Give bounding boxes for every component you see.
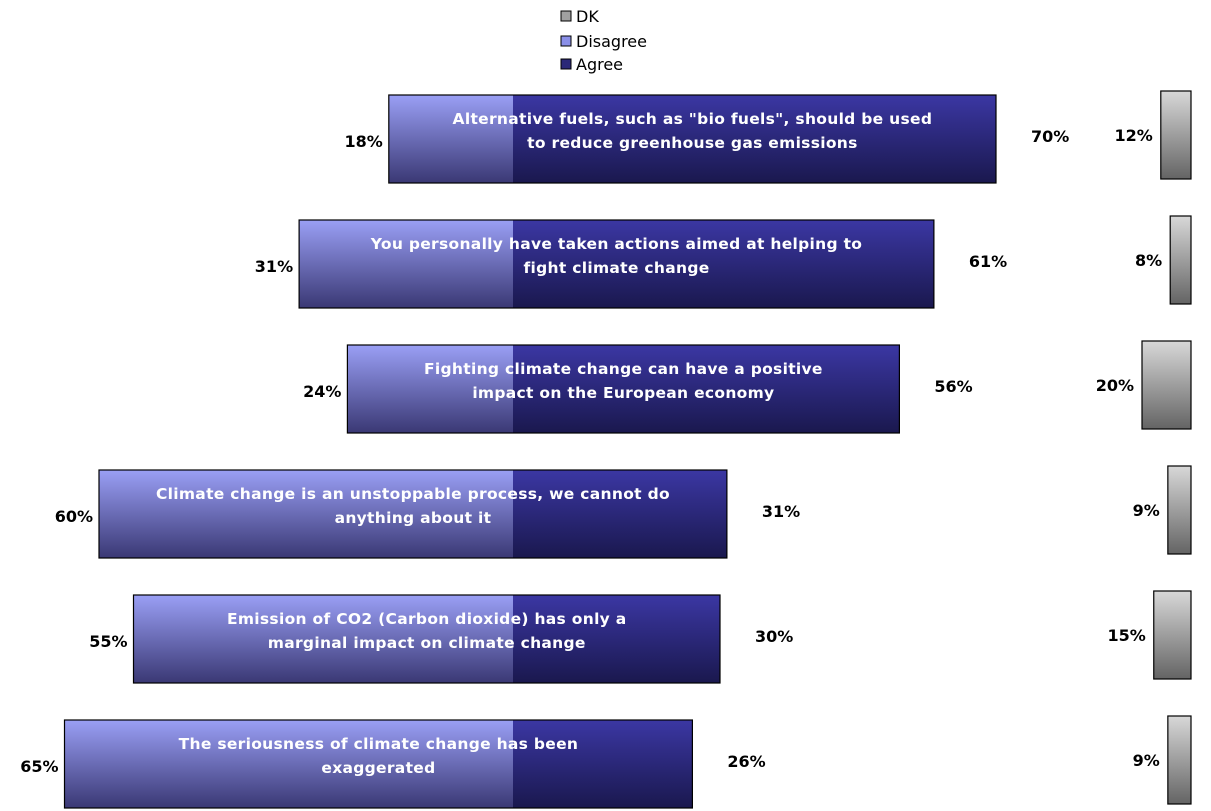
statement-label: fight climate change [523,259,709,277]
data-label-agree: 26% [727,752,765,771]
data-label-agree: 31% [762,502,800,521]
legend-swatch-dk [560,10,572,22]
data-label-disagree: 65% [20,757,58,776]
bar-disagree [299,220,513,308]
bar-outline [388,94,997,184]
bar-disagree [347,345,513,433]
bar-disagree [64,720,513,808]
data-label-agree: 70% [1031,127,1069,146]
bar-outline [63,719,694,809]
bar-outline [98,469,728,559]
bar-dk [1167,465,1192,555]
data-label-dk: 15% [1107,626,1145,645]
bar-dk [1160,90,1192,180]
statement-label: anything about it [335,509,492,527]
bar-agree [513,470,727,558]
legend-swatch-agree [560,58,572,70]
data-label-disagree: 55% [89,632,127,651]
statement-label: impact on the European economy [472,384,774,402]
bar-disagree [388,95,513,183]
legend: DK Disagree Agree [560,7,647,74]
data-label-disagree: 60% [55,507,93,526]
statement-label: to reduce greenhouse gas emissions [527,134,858,152]
data-label-dk: 8% [1135,251,1162,270]
data-label-disagree: 31% [255,257,293,276]
data-label-dk: 20% [1096,376,1134,395]
statement-label: Alternative fuels, such as "bio fuels", … [453,110,933,128]
legend-label-disagree: Disagree [576,32,647,51]
data-label-disagree: 18% [345,132,383,151]
bar-agree [513,595,720,683]
data-label-dk: 9% [1133,751,1160,770]
bar-outline [346,344,900,434]
bar-agree [513,220,934,308]
data-label-dk: 12% [1115,126,1153,145]
bar-agree [513,720,693,808]
bar-agree [513,95,996,183]
bar-dk [1169,215,1192,305]
statement-label: marginal impact on climate change [268,634,586,652]
statement-label: Climate change is an unstoppable process… [156,485,670,503]
data-label-dk: 9% [1133,501,1160,520]
data-label-agree: 61% [969,252,1007,271]
bar-dk [1167,715,1192,805]
bar-dk [1141,340,1192,430]
data-label-agree: 56% [934,377,972,396]
statement-label: The seriousness of climate change has be… [179,735,579,753]
bar-disagree [133,595,513,683]
chart-marks: Alternative fuels, such as "bio fuels", … [20,90,1192,809]
legend-label-agree: Agree [576,55,623,74]
legend-swatch-disagree [560,35,572,47]
bar-agree [513,345,900,433]
statement-label: exaggerated [321,759,435,777]
data-label-disagree: 24% [303,382,341,401]
statement-label: Emission of CO2 (Carbon dioxide) has onl… [227,610,627,628]
statement-label: Fighting climate change can have a posit… [424,360,823,378]
bar-dk [1153,590,1192,680]
legend-label-dk: DK [576,7,599,26]
data-label-agree: 30% [755,627,793,646]
statement-label: You personally have taken actions aimed … [370,235,862,253]
bar-disagree [99,470,513,558]
bar-outline [132,594,721,684]
bar-outline [298,219,935,309]
